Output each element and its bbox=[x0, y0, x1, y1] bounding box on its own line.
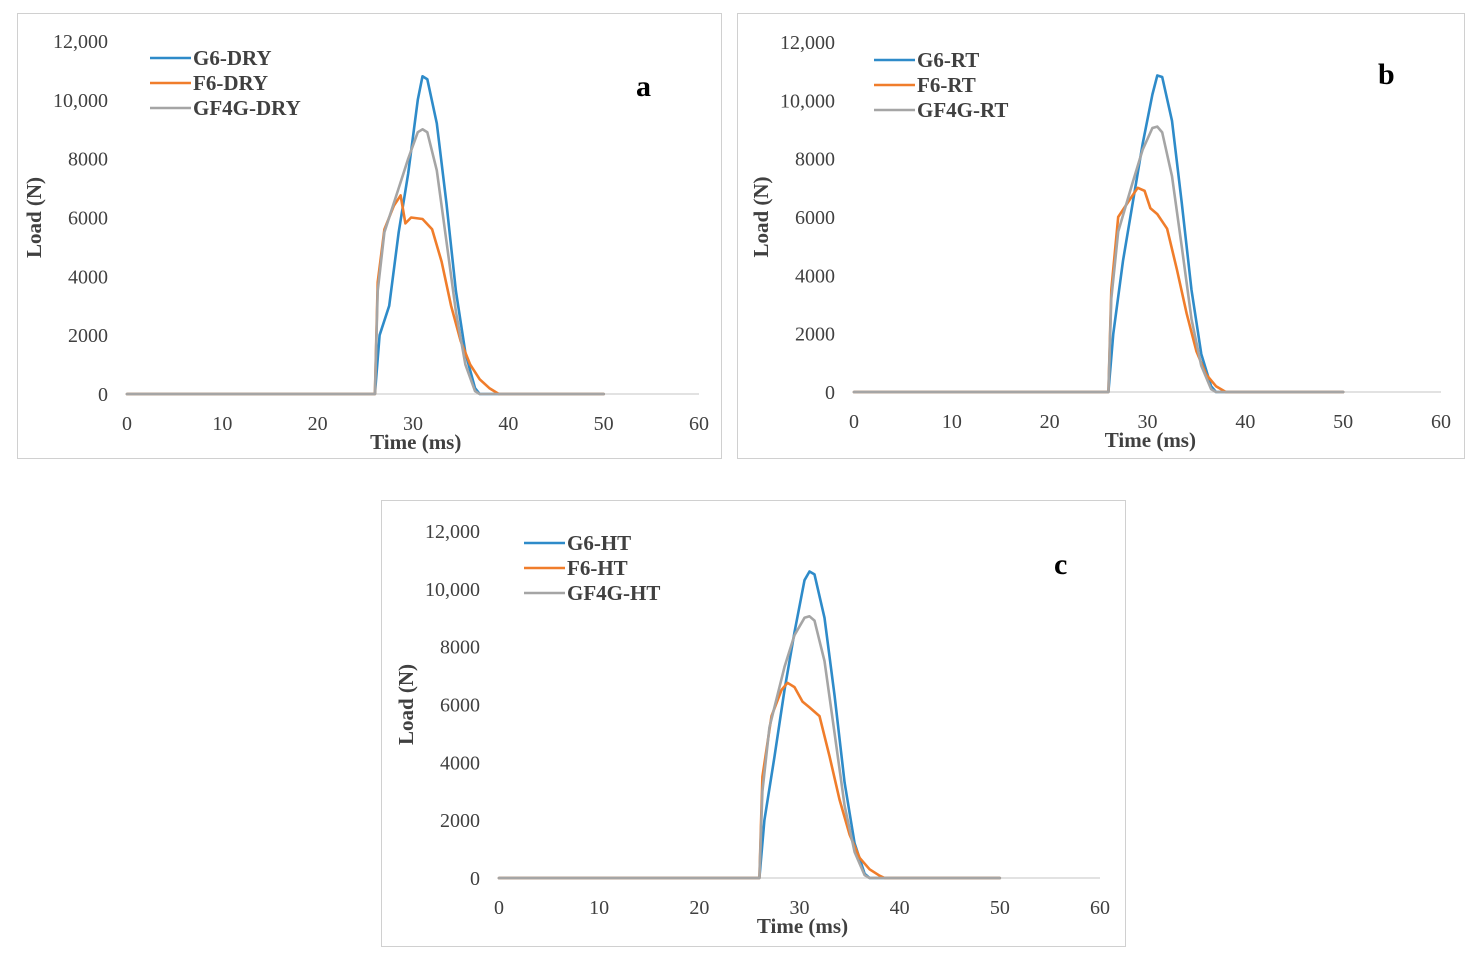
legend-label-f6-ht: F6-HT bbox=[567, 556, 628, 580]
x-tick-label: 60 bbox=[1090, 897, 1110, 919]
x-tick-label: 30 bbox=[1138, 411, 1158, 433]
x-tick-label: 50 bbox=[1333, 411, 1353, 433]
chart-panel-c: 0 10 20 30 40 50 60 0 2000 4000 6000 8000 10,000 12,0… bbox=[381, 500, 1126, 947]
y-tick-label: 4000 bbox=[795, 265, 835, 287]
x-tick-label: 20 bbox=[308, 413, 328, 435]
series-line-gf4g-rt bbox=[852, 125, 1345, 394]
chart-c-svg: 0 10 20 30 40 50 60 0 2000 4000 6000 8000 10,000 12,0… bbox=[394, 521, 1110, 938]
chart-b-svg: 0 10 20 30 40 50 60 0 2000 4000 6000 8000 10,000 12,0… bbox=[749, 32, 1451, 452]
y-axis-title: Load (N) bbox=[22, 177, 46, 258]
x-tick-label: 10 bbox=[589, 897, 609, 919]
series-line-f6-rt bbox=[852, 186, 1345, 394]
series-line-f6-dry bbox=[125, 194, 605, 396]
x-tick-label: 0 bbox=[122, 413, 132, 435]
y-tick-label: 8000 bbox=[440, 637, 480, 659]
x-tick-label: 0 bbox=[494, 897, 504, 919]
y-tick-label: 10,000 bbox=[425, 579, 480, 601]
y-tick-label: 0 bbox=[825, 382, 835, 404]
panel-label: a bbox=[636, 70, 651, 103]
y-tick-label: 2000 bbox=[68, 325, 108, 347]
y-tick-label: 8000 bbox=[795, 149, 835, 171]
series-line-gf4g-ht bbox=[497, 615, 1002, 880]
y-tick-label: 4000 bbox=[68, 266, 108, 288]
x-tick-label: 40 bbox=[498, 413, 518, 435]
y-tick-label: 10,000 bbox=[53, 90, 108, 112]
legend-label-f6-dry: F6-DRY bbox=[193, 71, 268, 95]
x-tick-label: 30 bbox=[790, 897, 810, 919]
x-tick-label: 40 bbox=[890, 897, 910, 919]
panel-label: c bbox=[1054, 548, 1067, 581]
y-axis-title: Load (N) bbox=[394, 664, 418, 745]
x-tick-label: 50 bbox=[990, 897, 1010, 919]
panel-label: b bbox=[1378, 58, 1395, 91]
chart-a-svg: 0 10 20 30 40 50 60 0 2000 4000 6000 8000 10,000 12,0… bbox=[22, 31, 709, 454]
series-line-g6-ht bbox=[497, 570, 1002, 880]
legend-label-gf4g-rt: GF4G-RT bbox=[917, 98, 1008, 122]
x-tick-label: 20 bbox=[1040, 411, 1060, 433]
x-tick-label: 20 bbox=[689, 897, 709, 919]
x-tick-label: 40 bbox=[1235, 411, 1255, 433]
x-tick-label: 0 bbox=[849, 411, 859, 433]
y-tick-label: 12,000 bbox=[425, 521, 480, 543]
y-tick-label: 12,000 bbox=[53, 31, 108, 53]
legend-label-f6-rt: F6-RT bbox=[917, 73, 976, 97]
y-tick-label: 0 bbox=[470, 868, 480, 890]
chart-panel-b: 0 10 20 30 40 50 60 0 2000 4000 6000 8000 10,000 12,0… bbox=[737, 13, 1465, 459]
y-axis-title: Load (N) bbox=[749, 176, 773, 257]
x-axis-title: Time (ms) bbox=[757, 914, 848, 938]
y-tick-label: 10,000 bbox=[780, 90, 835, 112]
x-tick-label: 60 bbox=[689, 413, 709, 435]
series-line-g6-rt bbox=[852, 74, 1345, 394]
y-tick-label: 12,000 bbox=[780, 32, 835, 54]
series-line-gf4g-dry bbox=[125, 128, 605, 396]
y-tick-label: 6000 bbox=[440, 695, 480, 717]
y-tick-label: 2000 bbox=[795, 324, 835, 346]
y-tick-label: 2000 bbox=[440, 810, 480, 832]
series-line-f6-ht bbox=[497, 681, 1002, 880]
series-line-g6-dry bbox=[125, 75, 605, 396]
legend-label-gf4g-dry: GF4G-DRY bbox=[193, 96, 301, 120]
y-tick-label: 6000 bbox=[68, 208, 108, 230]
x-tick-label: 10 bbox=[212, 413, 232, 435]
x-tick-label: 50 bbox=[594, 413, 614, 435]
chart-panel-a: 0 10 20 30 40 50 60 0 2000 4000 6000 8000 10,000 12,0… bbox=[17, 13, 722, 459]
y-tick-label: 4000 bbox=[440, 752, 480, 774]
x-axis-title: Time (ms) bbox=[370, 430, 461, 454]
x-tick-label: 10 bbox=[942, 411, 962, 433]
y-tick-label: 6000 bbox=[795, 207, 835, 229]
legend-label-g6-ht: G6-HT bbox=[567, 531, 631, 555]
x-tick-label: 30 bbox=[403, 413, 423, 435]
y-tick-label: 0 bbox=[98, 384, 108, 406]
legend-label-g6-dry: G6-DRY bbox=[193, 46, 272, 70]
x-axis-title: Time (ms) bbox=[1105, 428, 1196, 452]
x-tick-label: 60 bbox=[1431, 411, 1451, 433]
y-tick-label: 8000 bbox=[68, 149, 108, 171]
legend-label-g6-rt: G6-RT bbox=[917, 48, 979, 72]
legend-label-gf4g-ht: GF4G-HT bbox=[567, 581, 660, 605]
